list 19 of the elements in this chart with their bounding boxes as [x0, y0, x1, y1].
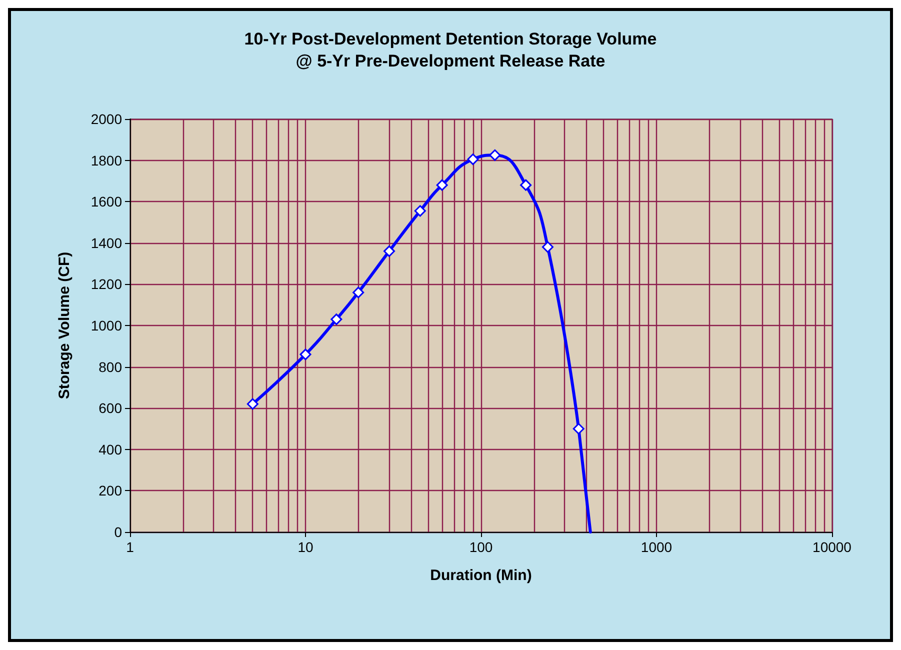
- x-tick-label: 10: [298, 539, 314, 555]
- y-axis-title: Storage Volume (CF): [56, 252, 73, 400]
- y-tick-label: 400: [98, 441, 122, 458]
- x-tick-label: 10000: [812, 539, 852, 555]
- x-tick-label: 1: [126, 539, 134, 555]
- y-tick-label: 0: [114, 524, 122, 540]
- y-tick-label: 800: [98, 358, 122, 375]
- y-tick-label: 1600: [90, 194, 122, 210]
- y-tick-label: 1400: [90, 234, 122, 251]
- x-axis-title: Duration (Min): [430, 567, 532, 584]
- y-tick-label: 1000: [90, 318, 122, 334]
- x-tick-label: 100: [469, 539, 493, 555]
- y-tick-label: 2000: [90, 111, 122, 127]
- y-tick-label: 200: [98, 482, 122, 499]
- chart-title: 10-Yr Post-Development Detention Storage Volume @ 5-Yr Pre-Development Release Rate: [244, 30, 657, 70]
- y-tick-label: 600: [98, 400, 122, 416]
- y-tick-label: 1800: [90, 152, 122, 168]
- x-tick-label: 1000: [640, 539, 672, 555]
- y-tick-label: 1200: [90, 276, 122, 292]
